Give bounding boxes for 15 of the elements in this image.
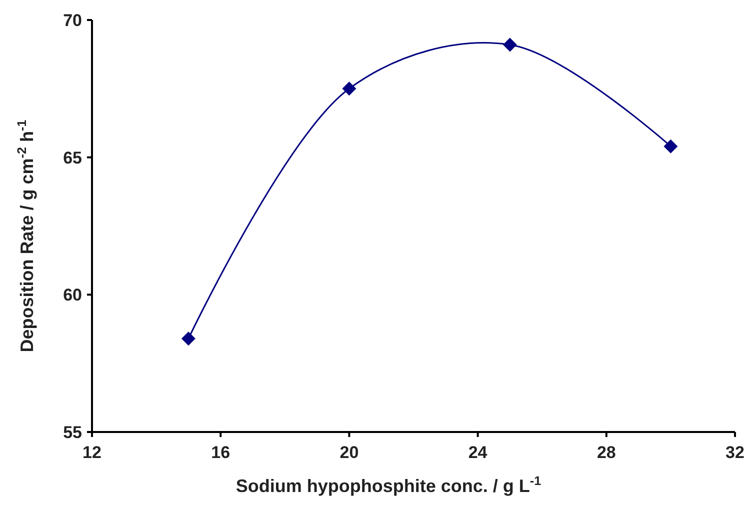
x-tick-label: 16 [211, 443, 230, 462]
x-tick-label: 32 [726, 443, 744, 462]
point [181, 332, 196, 346]
x-tick-label: 24 [468, 443, 488, 462]
y-tick-label: 60 [63, 286, 82, 305]
point [502, 38, 517, 52]
x-tick-label: 12 [82, 443, 102, 462]
x-tick-label: 20 [340, 443, 359, 462]
point [342, 82, 356, 96]
y-tick-label: 65 [63, 148, 82, 168]
y-tick-label: 55 [63, 422, 82, 442]
point [664, 139, 678, 154]
x-tick-label: 28 [596, 443, 616, 462]
x-axis-title: Sodium hypophosphite conc. / g L$^{-1}$ [236, 474, 542, 496]
y-tick-label: 70 [63, 10, 82, 30]
